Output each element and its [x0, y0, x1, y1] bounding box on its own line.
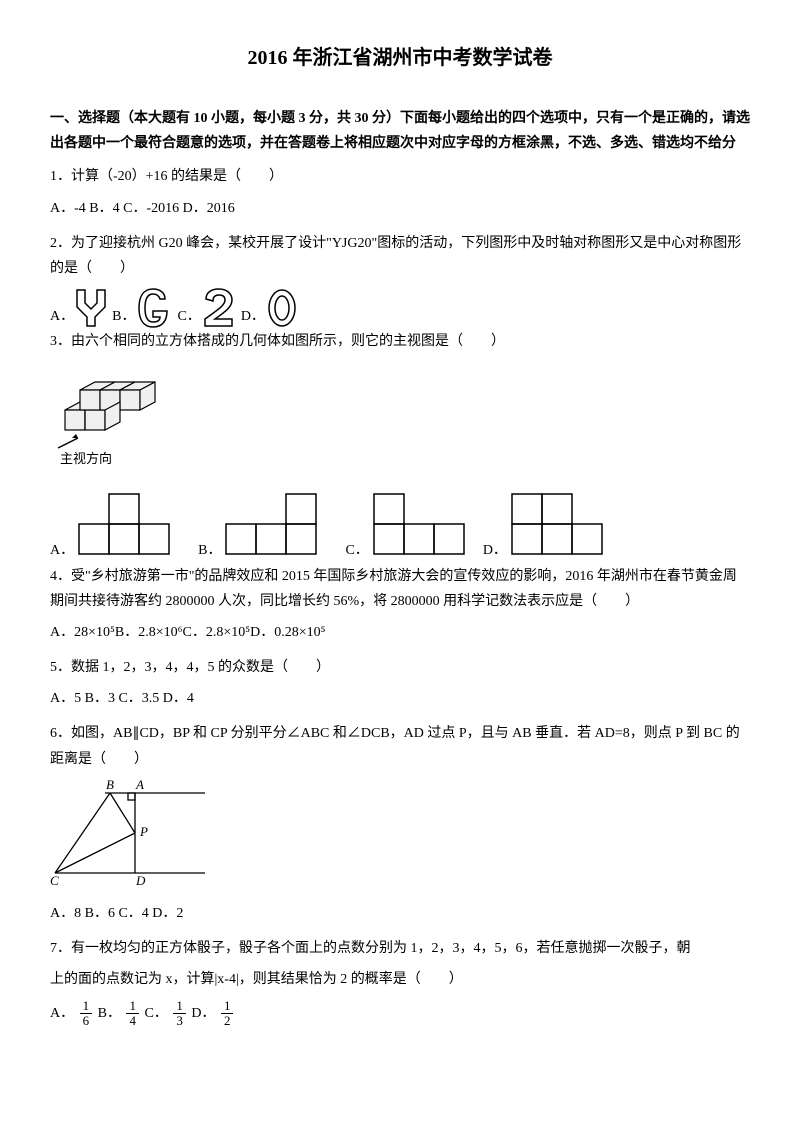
q3-optD-label: D． — [483, 538, 507, 563]
q7-fracB: 14 — [126, 999, 139, 1029]
svg-text:B: B — [106, 778, 114, 792]
q2-options: A． B． C． D． — [50, 287, 750, 329]
letter-g-icon — [135, 287, 173, 329]
q1-text: 1．计算（-20）+16 的结果是（ ） — [50, 164, 750, 189]
q7-fracD: 12 — [221, 999, 234, 1029]
front-view-a-icon — [74, 484, 194, 564]
q3-optA-label: A． — [50, 538, 74, 563]
number-2-icon — [201, 287, 237, 329]
q5-options: A．5 B．3 C．3.5 D．4 — [50, 686, 750, 711]
q7-text2: 上的面的点数记为 x，计算|x-4|，则其结果恰为 2 的概率是（ ） — [50, 967, 750, 992]
q2-optC-label: C． — [177, 304, 200, 329]
q3-optC-label: C． — [345, 538, 368, 563]
q4-text: 4．受"乡村旅游第一市"的品牌效应和 2015 年国际乡村旅游大会的宣传效应的影… — [50, 564, 750, 614]
front-view-c-icon — [369, 484, 479, 564]
page-title: 2016 年浙江省湖州市中考数学试卷 — [50, 40, 750, 76]
svg-text:P: P — [139, 824, 148, 839]
q7-optD-label: D． — [191, 1006, 215, 1021]
q3-options: A． B． C． — [50, 484, 750, 564]
q7-optB-label: B． — [98, 1006, 121, 1021]
q2-optB-label: B． — [112, 304, 135, 329]
q7-optA-label: A． — [50, 1006, 74, 1021]
q6-text: 6．如图，AB∥CD，BP 和 CP 分别平分∠ABC 和∠DCB，AD 过点 … — [50, 721, 750, 771]
q3-optB-label: B． — [198, 538, 221, 563]
q2-optA-label: A． — [50, 304, 74, 329]
q2-text: 2．为了迎接杭州 G20 峰会，某校开展了设计"YJG20"图标的活动，下列图形… — [50, 231, 750, 281]
q7-optC-label: C． — [144, 1006, 167, 1021]
q7-fracA: 16 — [80, 999, 93, 1029]
number-0-icon — [265, 287, 299, 329]
q5-text: 5．数据 1，2，3，4，4，5 的众数是（ ） — [50, 655, 750, 680]
geometry-diagram-icon: B A P C D — [50, 778, 210, 888]
section-header: 一、选择题（本大题有 10 小题，每小题 3 分，共 30 分）下面每小题给出的… — [50, 106, 750, 156]
q7-fracC: 13 — [173, 999, 186, 1029]
q3-caption: 主视方向 — [60, 451, 112, 466]
front-view-b-icon — [221, 484, 341, 564]
q3-text: 3．由六个相同的立方体搭成的几何体如图所示，则它的主视图是（ ） — [50, 329, 750, 354]
cube-solid-icon: 主视方向 — [50, 360, 170, 470]
front-view-d-icon — [507, 484, 617, 564]
q6-options: A．8 B．6 C．4 D．2 — [50, 901, 750, 926]
q2-optD-label: D． — [241, 304, 265, 329]
letter-y-icon — [74, 287, 108, 329]
svg-text:C: C — [50, 873, 59, 888]
q7-text: 7．有一枚均匀的正方体骰子，骰子各个面上的点数分别为 1，2，3，4，5，6，若… — [50, 936, 750, 961]
svg-text:D: D — [135, 873, 146, 888]
q7-options: A． 16 B． 14 C． 13 D． 12 — [50, 999, 750, 1029]
q4-options: A．28×10⁵B．2.8×10⁶C．2.8×10⁵D．0.28×10⁵ — [50, 620, 750, 645]
q6-figure: B A P C D — [50, 778, 750, 897]
q3-figure: 主视方向 — [50, 360, 750, 479]
q1-options: A．-4 B．4 C．-2016 D．2016 — [50, 196, 750, 221]
svg-text:A: A — [135, 778, 144, 792]
